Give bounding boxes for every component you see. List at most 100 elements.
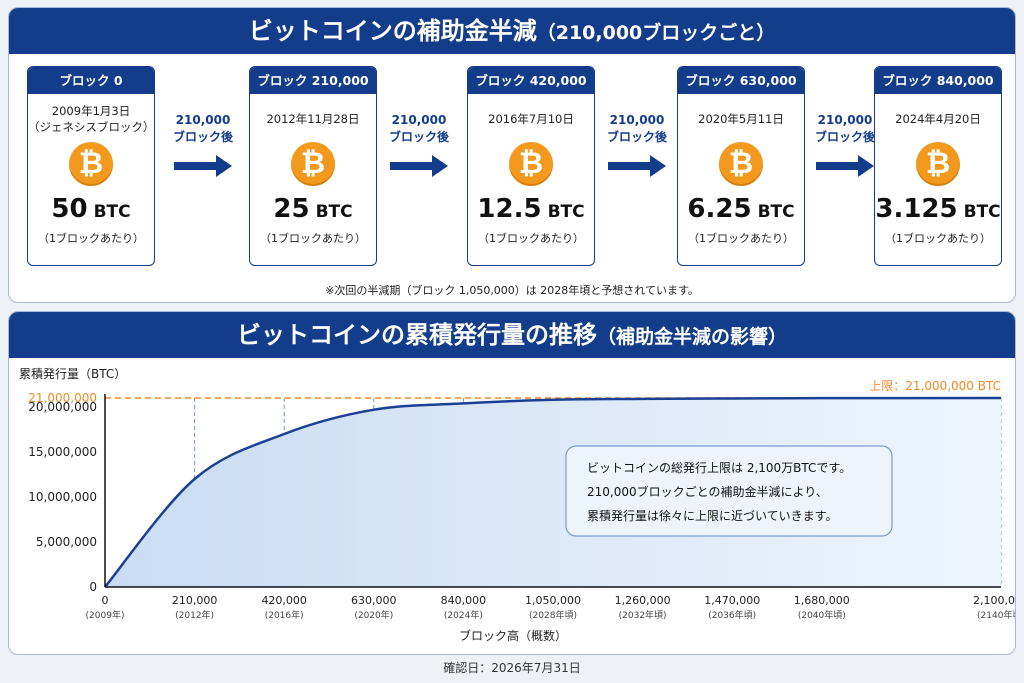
supply-area xyxy=(105,398,1001,587)
card-date: 2024年4月20日 xyxy=(875,102,1001,136)
reward-value: 6.25 xyxy=(687,194,752,224)
card-per-block: （1ブロックあたり） xyxy=(260,232,366,245)
reward-value: 50 xyxy=(51,194,88,224)
supply-chart-panel: ビットコインの累積発行量の推移（補助金半減の影響） 累積発行量（BTC） 上限：2… xyxy=(8,311,1016,655)
card-date-line: 2016年7月10日 xyxy=(488,112,574,126)
y-tick-label: 21,000,000 xyxy=(28,391,97,405)
x-tick-label: 1,260,000 xyxy=(615,594,671,607)
halving-card: ブロック 630,000 2020年5月11日 ₿ 6.25 BTC （1ブロックあたり） xyxy=(677,66,805,266)
interval-label: ブロック後 xyxy=(172,130,233,144)
halving-interval-arrow: 210,000 ブロック後 xyxy=(167,112,239,178)
halving-panel-title: ビットコインの補助金半減（210,000ブロックごと） xyxy=(9,8,1015,54)
reward-value: 3.125 xyxy=(875,194,958,224)
halving-title-main: ビットコインの補助金半減 xyxy=(248,17,537,45)
halving-card: ブロック 840,000 2024年4月20日 ₿ 3.125 BTC （1ブロックあたり… xyxy=(874,66,1002,266)
x-tick-year: (2032年頃) xyxy=(619,609,667,621)
supply-title-main: ビットコインの累積発行量の推移 xyxy=(236,321,597,349)
card-date: 2012年11月28日 xyxy=(250,102,376,136)
x-tick-year: (2040年頃) xyxy=(798,609,846,621)
right-arrow-icon xyxy=(390,155,448,177)
card-block-label: ブロック 210,000 xyxy=(250,67,376,94)
right-arrow-icon xyxy=(816,155,874,177)
x-tick-year: (2024年) xyxy=(444,609,483,621)
bitcoin-icon: ₿ xyxy=(69,142,113,186)
card-block-label: ブロック 630,000 xyxy=(678,67,804,94)
info-line: 210,000ブロックごとの補助金半減により、 xyxy=(587,484,828,499)
interval-blocks: 210,000 xyxy=(175,113,231,127)
x-tick-label: 210,000 xyxy=(172,594,218,607)
bitcoin-icon: ₿ xyxy=(509,142,553,186)
x-tick-label: 0 xyxy=(102,594,109,607)
supply-title-sub: （補助金半減の影響） xyxy=(596,326,787,348)
card-reward: 12.5 BTC xyxy=(468,194,594,224)
halving-card: ブロック 210,000 2012年11月28日 ₿ 25 BTC （1ブロックあたり） xyxy=(249,66,377,266)
halving-interval-arrow: 210,000 ブロック後 xyxy=(383,112,455,178)
card-reward: 6.25 BTC xyxy=(678,194,804,224)
info-box xyxy=(565,445,893,537)
card-date-line: 2009年1月3日 xyxy=(51,104,131,118)
confirmed-date: 確認日：2026年7月31日 xyxy=(443,661,581,675)
right-arrow-icon xyxy=(174,155,232,177)
right-arrow-icon xyxy=(608,155,666,177)
reward-unit: BTC xyxy=(93,202,131,222)
interval-label: ブロック後 xyxy=(814,130,875,144)
halving-panel: ビットコインの補助金半減（210,000ブロックごと） ブロック 0 2009年1… xyxy=(8,7,1016,303)
info-line: ビットコインの総発行上限は 2,100万BTCです。 xyxy=(587,461,851,475)
halving-interval-arrow: 210,000 ブロック後 xyxy=(601,112,673,178)
card-date: 2020年5月11日 xyxy=(678,102,804,136)
card-date-note: （ジェネシスブロック） xyxy=(28,120,155,134)
card-per-block: （1ブロックあたり） xyxy=(38,232,144,245)
card-reward: 25 BTC xyxy=(250,194,376,224)
y-tick-label: 5,000,000 xyxy=(36,535,97,549)
x-tick-year: (2140年頃) xyxy=(977,609,1016,621)
x-tick-year: (2020年) xyxy=(354,609,393,621)
card-per-block: （1ブロックあたり） xyxy=(885,232,991,245)
reward-value: 12.5 xyxy=(477,194,542,224)
card-date-line: 2024年4月20日 xyxy=(895,112,981,126)
halving-card: ブロック 0 2009年1月3日 （ジェネシスブロック） ₿ 50 BTC （1ブロックあた… xyxy=(27,66,155,266)
x-tick-label: 2,100,000 xyxy=(973,594,1016,607)
x-tick-label: 1,470,000 xyxy=(704,594,760,607)
card-block-label: ブロック 840,000 xyxy=(875,67,1001,94)
card-reward: 3.125 BTC xyxy=(875,194,1001,224)
halving-title-sub: （210,000ブロックごと） xyxy=(536,22,776,44)
supply-curve xyxy=(104,396,1002,588)
x-tick-label: 630,000 xyxy=(351,594,397,607)
reward-unit: BTC xyxy=(547,202,585,222)
card-block-label: ブロック 420,000 xyxy=(468,67,594,94)
interval-blocks: 210,000 xyxy=(817,113,873,127)
reward-value: 25 xyxy=(273,194,310,224)
x-tick-label: 840,000 xyxy=(441,594,487,607)
y-tick-label: 15,000,000 xyxy=(28,445,97,459)
x-tick-year: (2028年頃) xyxy=(529,609,577,621)
card-date: 2016年7月10日 xyxy=(468,102,594,136)
next-halving-note: ※次回の半減期（ブロック 1,050,000）は 2028年頃と予想されています… xyxy=(325,284,699,297)
x-tick-year: (2012年) xyxy=(175,609,214,621)
reward-unit: BTC xyxy=(757,202,795,222)
info-line: 累積発行量は徐々に上限に近づいていきます。 xyxy=(587,508,837,523)
supply-chart: 累積発行量（BTC） 上限：21,000,000 BTC 0 5,000,000 10,… xyxy=(19,366,1016,643)
y-tick-label: 20,000,000 xyxy=(28,400,97,414)
reward-unit: BTC xyxy=(315,202,353,222)
x-tick-year: (2036年頃) xyxy=(708,609,756,621)
halving-interval-arrow: 210,000 ブロック後 xyxy=(809,112,881,178)
card-date-line: 2012年11月28日 xyxy=(266,112,360,126)
cap-label: 上限：21,000,000 BTC xyxy=(869,379,1001,393)
x-tick-year: (2009年) xyxy=(86,609,125,621)
card-date: 2009年1月3日 （ジェネシスブロック） xyxy=(28,102,154,136)
x-tick-label: 420,000 xyxy=(261,594,307,607)
card-reward: 50 BTC xyxy=(28,194,154,224)
y-tick-label: 10,000,000 xyxy=(28,490,97,504)
bitcoin-icon: ₿ xyxy=(916,142,960,186)
halving-card: ブロック 420,000 2016年7月10日 ₿ 12.5 BTC （1ブロックあたり） xyxy=(467,66,595,266)
bitcoin-icon: ₿ xyxy=(291,142,335,186)
y-axis-label: 累積発行量（BTC） xyxy=(19,366,126,381)
interval-blocks: 210,000 xyxy=(391,113,447,127)
interval-label: ブロック後 xyxy=(388,130,449,144)
bitcoin-icon: ₿ xyxy=(719,142,763,186)
x-axis-label: ブロック高（概数） xyxy=(459,628,567,643)
x-tick-label: 1,680,000 xyxy=(794,594,850,607)
interval-label: ブロック後 xyxy=(606,130,667,144)
interval-blocks: 210,000 xyxy=(609,113,665,127)
supply-chart-title: ビットコインの累積発行量の推移（補助金半減の影響） xyxy=(9,312,1015,358)
